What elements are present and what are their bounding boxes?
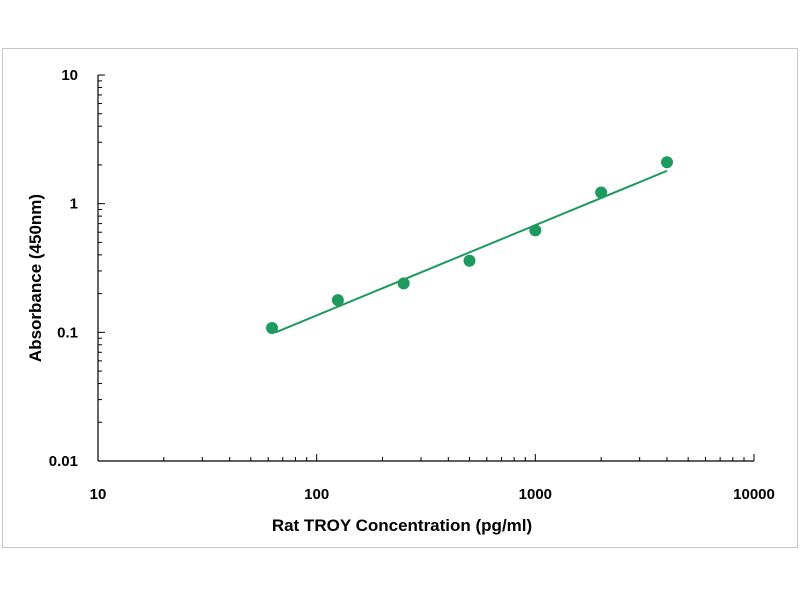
axes <box>97 75 754 462</box>
x-tick-label: 10 <box>90 486 107 503</box>
data-point <box>529 224 542 237</box>
fit-line-group <box>275 169 668 334</box>
x-tick-label: 100 <box>304 486 329 503</box>
x-tick-label: 10000 <box>733 486 775 503</box>
y-tick-label: 0.01 <box>49 453 78 470</box>
axis-ticks <box>97 74 755 462</box>
data-point <box>397 277 410 290</box>
data-point <box>595 186 608 199</box>
x-tick-label: 1000 <box>519 486 552 503</box>
data-points <box>266 156 673 335</box>
x-axis-title: Rat TROY Concentration (pg/ml) <box>272 516 532 535</box>
absorbance-chart: 10 100 1000 10000 0.01 0.1 1 10 Rat TROY Concen… <box>26 67 775 535</box>
y-axis-title: Absorbance (450nm) <box>26 194 45 362</box>
fit-line <box>275 169 668 334</box>
tick-labels: 10 100 1000 10000 0.01 0.1 1 10 <box>49 67 775 503</box>
y-tick-label: 10 <box>61 67 78 84</box>
y-tick-label: 1 <box>70 196 78 213</box>
data-point <box>266 322 279 335</box>
data-point <box>463 254 476 267</box>
y-tick-label: 0.1 <box>57 324 78 341</box>
data-point <box>660 156 673 169</box>
data-point <box>331 294 344 307</box>
chart-frame: 10 100 1000 10000 0.01 0.1 1 10 Rat TROY Concen… <box>2 48 798 548</box>
